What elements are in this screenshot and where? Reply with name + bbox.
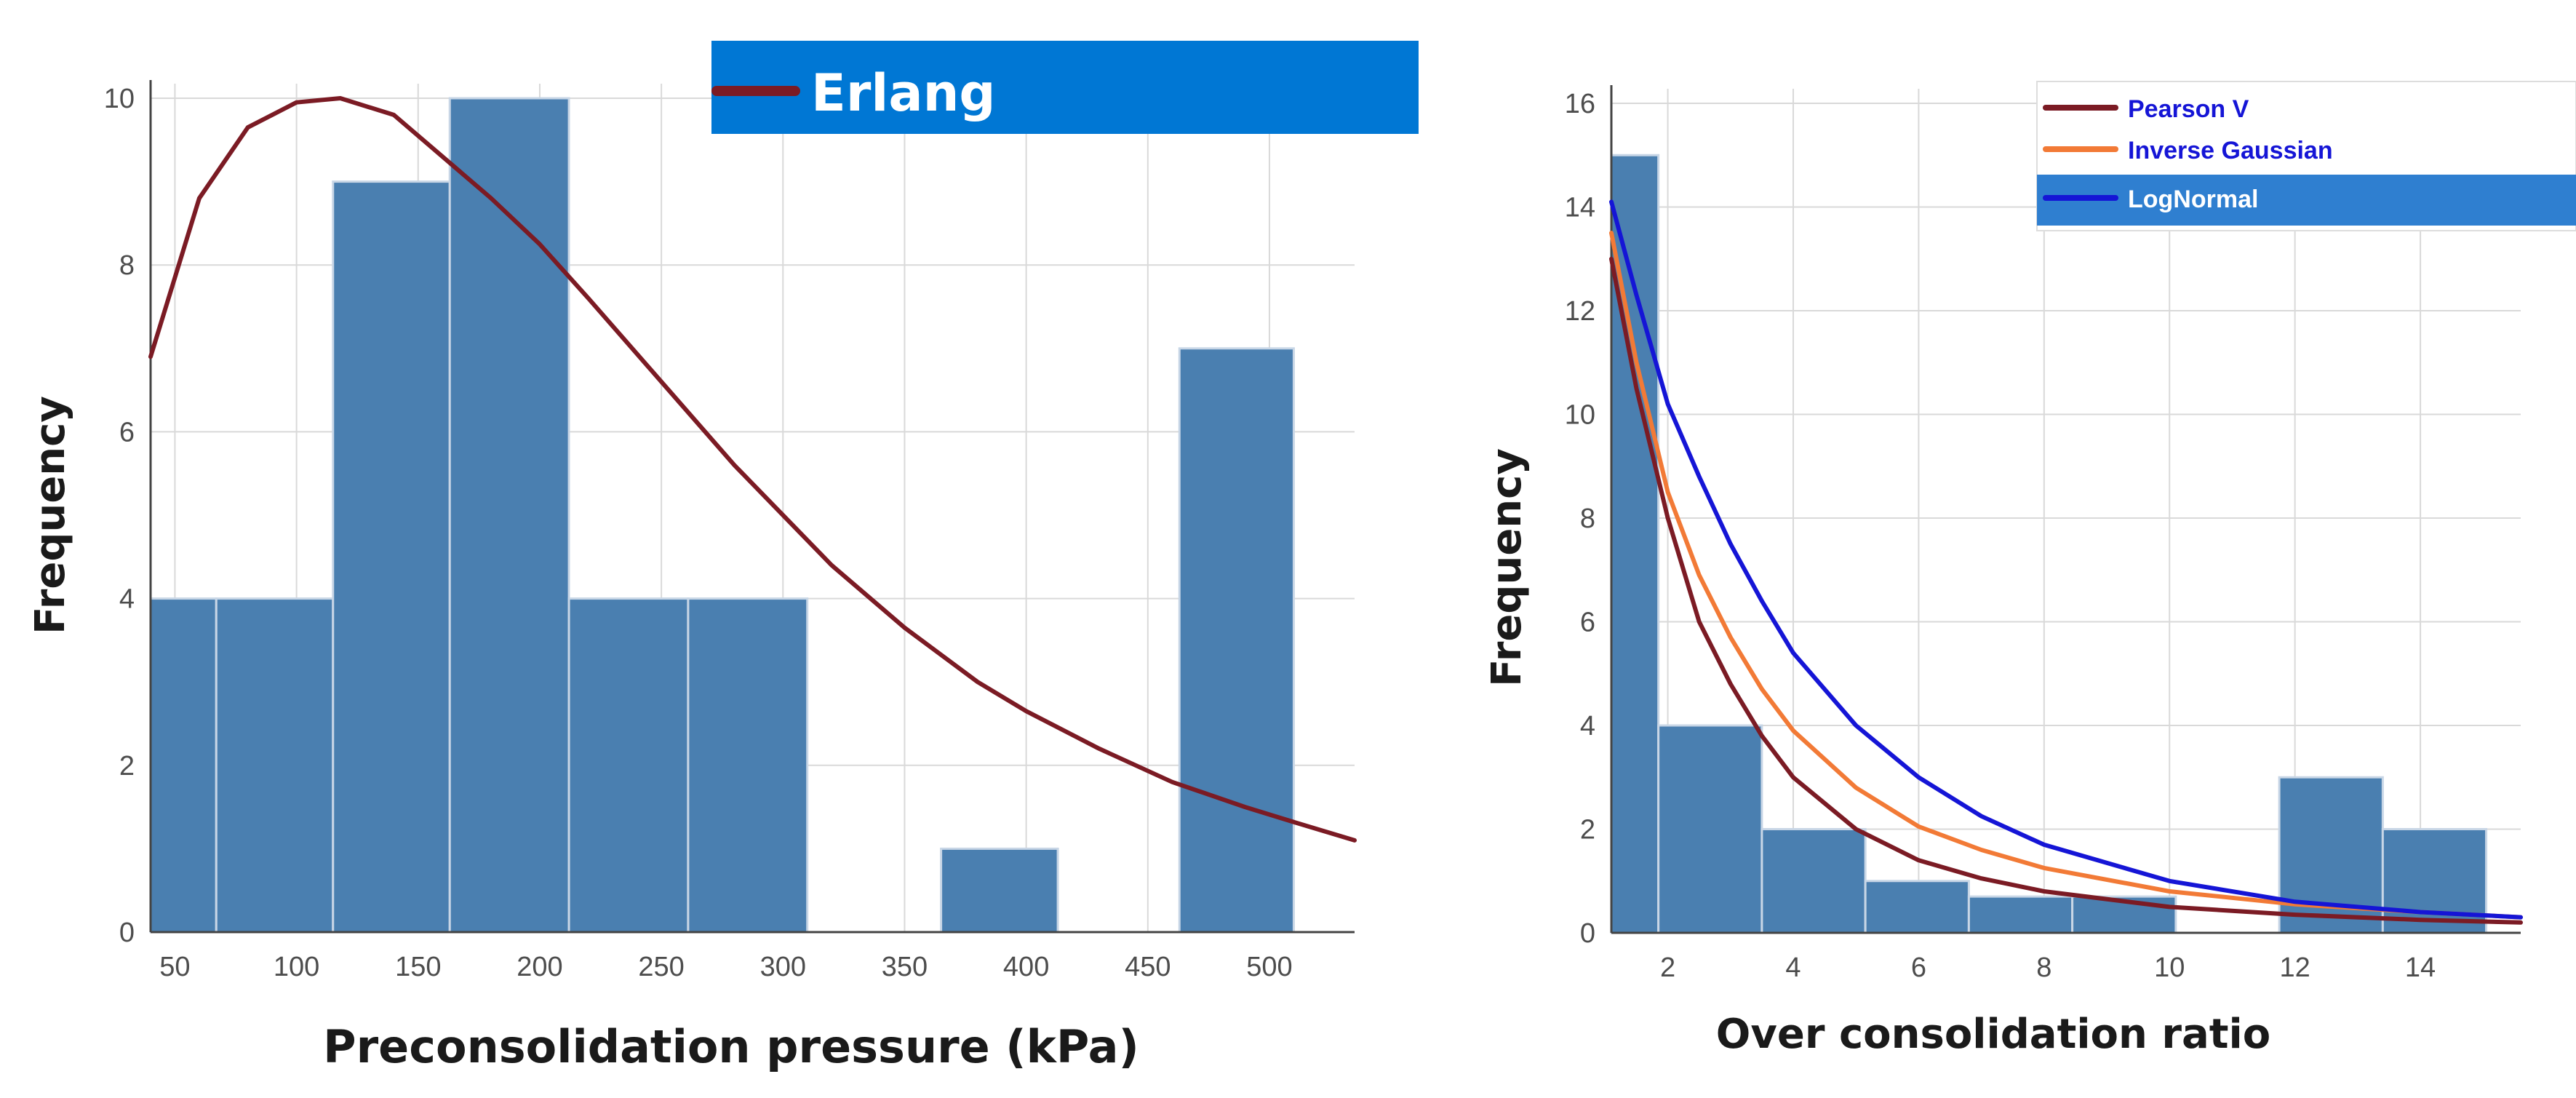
y-tick-label: 4 <box>1580 711 1595 741</box>
x-tick-label: 150 <box>395 952 441 982</box>
y-tick-label: 6 <box>119 417 135 447</box>
distribution-curve <box>1609 199 2523 920</box>
histogram-bar <box>215 597 335 934</box>
y-tick-label: 0 <box>119 918 135 948</box>
x-axis-title: Over consolidation ratio <box>1716 1011 2270 1058</box>
y-tick-label: 10 <box>1565 400 1595 431</box>
y-tick-label: 14 <box>1565 193 1595 223</box>
histogram-bar <box>1657 724 1763 934</box>
y-axis-title: Frequency <box>27 396 74 634</box>
x-tick-label: 250 <box>638 952 684 982</box>
chart-over-consolidation-ratio: 2 4 6 8 10 12 14 0 2 4 6 8 10 12 14 16 Over consolidatio… <box>1483 81 2576 1058</box>
legend-label: Pearson V <box>2128 95 2249 123</box>
x-tick-label: 200 <box>517 952 562 982</box>
x-tick-label: 50 <box>159 952 190 982</box>
histogram-bar <box>1178 347 1295 934</box>
y-tick-label: 6 <box>1580 608 1595 638</box>
distribution-curve <box>1609 256 2523 925</box>
y-axis-title: Frequency <box>1483 448 1531 687</box>
x-tick-label: 300 <box>760 952 806 982</box>
x-tick-label: 100 <box>274 952 319 982</box>
legend-label-erlang: Erlang <box>811 63 996 123</box>
legend-label: Inverse Gaussian <box>2128 137 2333 164</box>
x-tick-label: 450 <box>1125 952 1171 982</box>
y-tick-label: 16 <box>1565 89 1595 119</box>
x-tick-label: 10 <box>2154 952 2185 983</box>
distribution-curve <box>148 96 1357 843</box>
y-tick-label: 12 <box>1565 296 1595 327</box>
x-tick-label: 400 <box>1003 952 1049 982</box>
x-tick-label: 14 <box>2405 952 2436 983</box>
histogram-bar <box>940 847 1059 934</box>
x-tick-label: 350 <box>882 952 928 982</box>
histogram-bar <box>1864 880 1970 934</box>
y-tick-label: 0 <box>1580 918 1595 949</box>
histogram-bar <box>1967 895 2074 934</box>
x-tick-label: 4 <box>1785 952 1801 983</box>
histogram-bar <box>149 597 218 934</box>
histogram-bar <box>448 97 570 934</box>
histogram-bar <box>687 597 809 934</box>
histogram-bar <box>332 180 451 934</box>
chart-preconsolidation-pressure: 50 100 150 200 250 300 350 400 450 500 0 2 4 6 8 10 Prec… <box>27 41 1419 1073</box>
legend-box <box>711 41 1419 134</box>
y-tick-label: 4 <box>119 584 135 615</box>
x-tick-label: 6 <box>1911 952 1926 983</box>
legend-label: LogNormal <box>2128 186 2258 213</box>
y-tick-label: 8 <box>119 250 135 281</box>
legend-highlight <box>2037 175 2576 226</box>
histogram-bar <box>567 597 690 934</box>
x-axis-title: Preconsolidation pressure (kPa) <box>323 1020 1139 1073</box>
distribution-curve <box>1609 231 2523 920</box>
x-tick-label: 8 <box>2036 952 2051 983</box>
histogram-bar <box>1760 828 1867 934</box>
y-tick-label: 8 <box>1580 504 1595 534</box>
x-tick-label: 2 <box>1660 952 1675 983</box>
y-tick-label: 2 <box>119 751 135 781</box>
x-tick-label: 12 <box>2280 952 2310 983</box>
x-tick-label: 500 <box>1246 952 1292 982</box>
y-tick-label: 2 <box>1580 815 1595 846</box>
y-tick-label: 10 <box>104 84 135 114</box>
